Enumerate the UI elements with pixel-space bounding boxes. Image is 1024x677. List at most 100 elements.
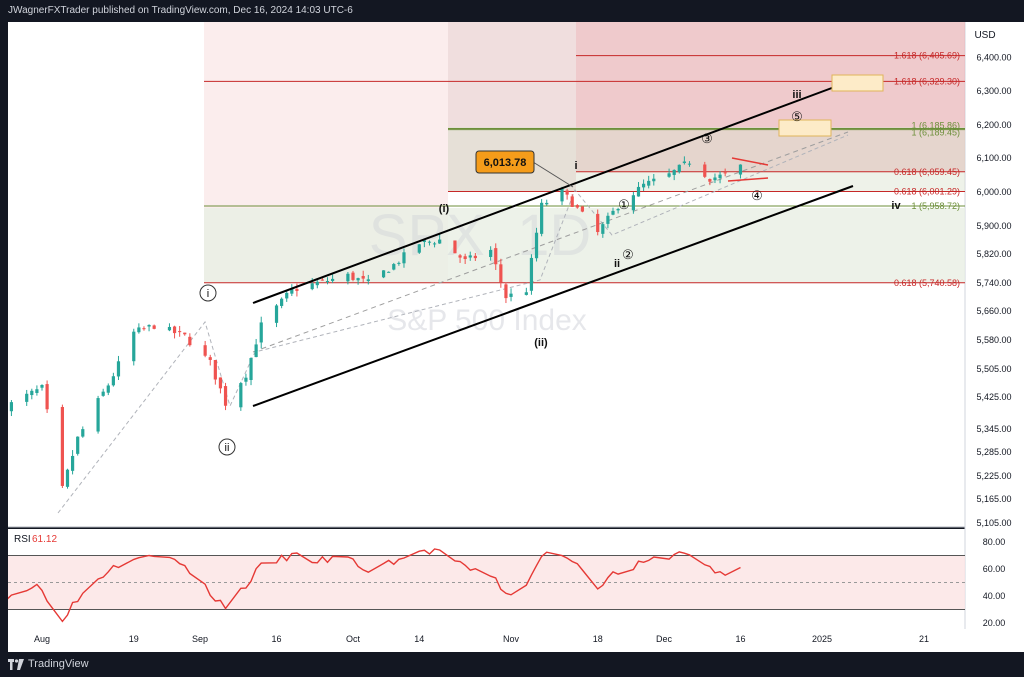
candle-body[interactable] [45, 384, 49, 410]
candle-body[interactable] [499, 264, 503, 283]
candle-body[interactable] [682, 161, 686, 164]
candle-body[interactable] [672, 169, 676, 175]
channel-lower-line[interactable] [252, 185, 854, 407]
candle-body[interactable] [738, 164, 743, 175]
candle-body[interactable] [468, 255, 472, 258]
candle-body[interactable] [9, 402, 14, 412]
candle-body[interactable] [397, 262, 401, 264]
candle-body[interactable] [320, 279, 325, 281]
candle-body[interactable] [331, 278, 335, 281]
candle-body[interactable] [463, 256, 467, 260]
candle-body[interactable] [280, 298, 284, 306]
candle-body[interactable] [183, 332, 187, 335]
candle-body[interactable] [570, 196, 574, 207]
candle-body[interactable] [142, 328, 146, 330]
candle-body[interactable] [239, 383, 243, 408]
candle-body[interactable] [356, 278, 360, 281]
candle-body[interactable] [596, 213, 600, 233]
price-callout-box[interactable] [475, 150, 535, 174]
candle-body[interactable] [274, 305, 279, 323]
candle-body[interactable] [111, 376, 115, 386]
candle-body[interactable] [81, 429, 85, 437]
candle-body[interactable] [65, 469, 70, 487]
candle-body[interactable] [636, 186, 641, 197]
rsi-line[interactable] [6, 548, 741, 623]
candle-body[interactable] [458, 255, 462, 258]
candle-body[interactable] [381, 270, 386, 278]
candle-body[interactable] [509, 293, 513, 297]
candle-body[interactable] [417, 244, 421, 253]
candle-body[interactable] [402, 252, 406, 264]
candle-body[interactable] [35, 389, 39, 393]
candle-body[interactable] [259, 322, 263, 343]
candle-body[interactable] [560, 188, 564, 202]
candle-body[interactable] [366, 279, 370, 282]
candle-body[interactable] [254, 344, 258, 358]
candle-body[interactable] [315, 281, 319, 286]
candle-body[interactable] [453, 240, 457, 254]
candle-body[interactable] [172, 326, 177, 334]
candle-body[interactable] [325, 281, 330, 283]
candle-body[interactable] [295, 289, 299, 291]
candle-body[interactable] [703, 164, 707, 177]
candle-body[interactable] [208, 357, 212, 360]
candle-body[interactable] [687, 163, 692, 165]
candle-body[interactable] [601, 224, 605, 234]
candle-body[interactable] [70, 455, 75, 471]
target-box-lower[interactable] [778, 119, 832, 137]
candle-body[interactable] [580, 206, 585, 212]
candle-body[interactable] [132, 331, 136, 362]
candle-body[interactable] [524, 292, 528, 295]
candle-body[interactable] [310, 283, 314, 290]
candle-body[interactable] [178, 331, 182, 333]
candle-body[interactable] [545, 202, 549, 205]
candle-body[interactable] [213, 360, 217, 380]
candle-body[interactable] [101, 391, 105, 396]
chart-canvas[interactable]: 1.618 (6,524.88) 1.618 (6,405.69) 1.618 (6… [0, 0, 1024, 652]
candle-body[interactable] [540, 202, 544, 234]
candle-body[interactable] [40, 384, 44, 388]
candle-body[interactable] [565, 190, 569, 195]
candle-body[interactable] [534, 232, 539, 259]
candle-body[interactable] [152, 325, 156, 329]
candle-body[interactable] [422, 240, 426, 242]
candle-body[interactable] [285, 292, 289, 299]
candle-body[interactable] [346, 273, 350, 282]
candle-body[interactable] [188, 336, 192, 346]
channel-midline[interactable] [252, 131, 849, 353]
target-box-upper[interactable] [831, 74, 884, 92]
candle-body[interactable] [351, 272, 355, 280]
candle-body[interactable] [723, 172, 727, 174]
candle-body[interactable] [60, 406, 64, 486]
candle-body[interactable] [575, 205, 579, 208]
candle-body[interactable] [667, 173, 671, 177]
candle-body[interactable] [76, 436, 80, 454]
triangle-upper-line[interactable] [731, 157, 769, 166]
triangle-lower-line[interactable] [727, 177, 769, 182]
candle-body[interactable] [167, 326, 172, 331]
candle-body[interactable] [432, 243, 437, 245]
candle-body[interactable] [361, 275, 365, 279]
candle-body[interactable] [438, 239, 442, 244]
candle-body[interactable] [708, 178, 712, 182]
candle-body[interactable] [203, 345, 207, 356]
candle-body[interactable] [494, 248, 498, 265]
candle-body[interactable] [244, 377, 248, 382]
candle-body[interactable] [713, 177, 717, 181]
candle-body[interactable] [427, 241, 432, 243]
candle-body[interactable] [473, 255, 477, 259]
candle-body[interactable] [218, 377, 223, 389]
candle-body[interactable] [137, 327, 141, 333]
candle-body[interactable] [106, 385, 110, 393]
candle-body[interactable] [631, 195, 635, 211]
candle-body[interactable] [647, 180, 651, 186]
candle-body[interactable] [616, 209, 620, 211]
candle-body[interactable] [529, 257, 534, 291]
candle-body[interactable] [249, 358, 253, 380]
candle-body[interactable] [611, 210, 615, 215]
candle-body[interactable] [290, 288, 294, 294]
candle-body[interactable] [5, 405, 8, 412]
candle-body[interactable] [223, 386, 228, 406]
candle-body[interactable] [677, 164, 681, 173]
candle-body[interactable] [392, 264, 396, 270]
